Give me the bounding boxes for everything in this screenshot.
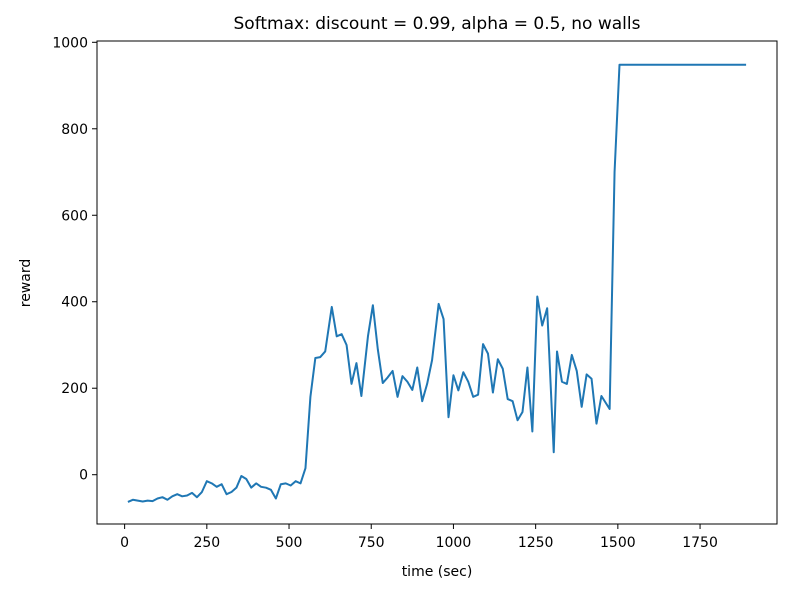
y-axis-label: reward [18,259,34,308]
x-tick-label: 1000 [436,535,472,551]
line [127,63,747,503]
x-axis-label: time (sec) [402,564,473,580]
x-tick-label: 1750 [682,535,718,551]
x-tick-label: 1250 [518,535,554,551]
x-tick-label: 1500 [600,535,636,551]
chart-title: Softmax: discount = 0.99, alpha = 0.5, n… [234,14,641,34]
x-tick-label: 750 [358,535,385,551]
y-tick-label: 600 [61,208,88,224]
y-tick-label: 400 [61,295,88,311]
x-tick-label: 500 [276,535,303,551]
y-tick-label: 0 [79,468,88,484]
y-tick-label: 1000 [52,35,88,51]
y-tick-label: 200 [61,381,88,397]
plot-frame [96,40,778,525]
y-tick-label: 800 [61,122,88,138]
x-tick-label: 250 [193,535,220,551]
x-tick-label: 0 [120,535,129,551]
